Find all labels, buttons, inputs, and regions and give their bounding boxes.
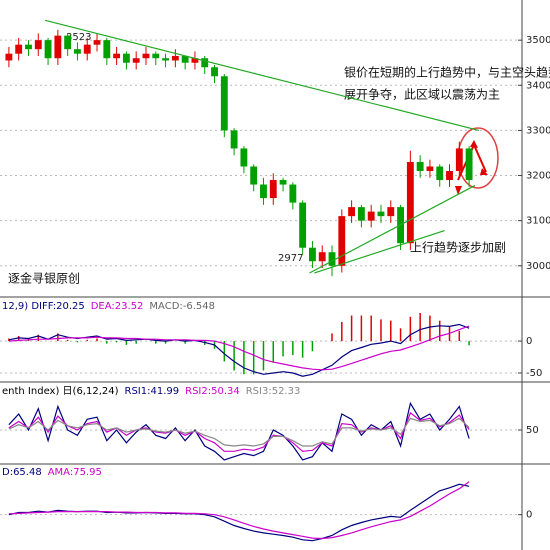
y-tick-label: 3000 bbox=[526, 261, 550, 272]
candle-body bbox=[171, 55, 179, 61]
candle-body bbox=[406, 161, 414, 244]
y-tick-label: -50 bbox=[526, 368, 542, 379]
candle-body bbox=[83, 44, 91, 54]
legend-label: AMA:75.95 bbox=[48, 467, 102, 478]
series-line bbox=[8, 481, 470, 540]
series-line bbox=[8, 417, 470, 447]
candle-body bbox=[299, 202, 307, 248]
trend-line bbox=[314, 230, 445, 274]
legend-label: RSI3:52.33 bbox=[246, 386, 301, 397]
candle-body bbox=[5, 53, 13, 61]
candle-body bbox=[93, 40, 101, 45]
candle-body bbox=[455, 148, 463, 172]
y-tick-label: 0 bbox=[526, 510, 532, 521]
candle-body bbox=[426, 166, 434, 172]
y-tick-label: 3200 bbox=[526, 171, 550, 182]
annotation: 上行趋势逐步加剧 bbox=[410, 241, 506, 255]
watermark: 逐金寻银原创 bbox=[8, 271, 80, 286]
series-line bbox=[8, 325, 470, 371]
legend-label: enth Index) 日(6,12,24) bbox=[2, 386, 119, 397]
series-line bbox=[8, 483, 470, 542]
candle-body bbox=[250, 166, 258, 185]
candle-body bbox=[338, 216, 346, 266]
candle-body bbox=[465, 148, 473, 181]
arrow-head bbox=[455, 140, 488, 195]
candle-body bbox=[416, 161, 424, 172]
candle-body bbox=[348, 207, 356, 217]
legend-label: MACD:-6.548 bbox=[149, 301, 215, 312]
candle-body bbox=[240, 148, 248, 167]
candle-body bbox=[103, 40, 111, 59]
candle-body bbox=[162, 58, 169, 61]
candle-body bbox=[181, 55, 189, 63]
high-label: 3523 bbox=[66, 32, 91, 43]
candle-body bbox=[132, 58, 140, 63]
y-tick-label: 3300 bbox=[526, 125, 550, 136]
trend-line bbox=[309, 184, 476, 274]
candle-body bbox=[54, 35, 62, 59]
candle-body bbox=[318, 252, 326, 262]
candle-body bbox=[387, 207, 395, 217]
candle-body bbox=[113, 53, 121, 59]
candle-body bbox=[279, 180, 287, 185]
highlight-circle bbox=[457, 127, 499, 189]
candle-body bbox=[289, 184, 297, 203]
candle-body bbox=[436, 166, 444, 181]
annotation: 银价在短期的上行趋势中，与主空头趋势 bbox=[344, 65, 550, 80]
legend-label: D:65.48 bbox=[2, 467, 42, 478]
candle-body bbox=[34, 40, 42, 50]
legend-label: 12,9) DIFF:20.25 bbox=[2, 301, 85, 312]
candle-body bbox=[357, 207, 365, 221]
y-tick-label: 3500 bbox=[526, 35, 550, 46]
candle-body bbox=[367, 211, 375, 221]
candle-body bbox=[260, 184, 267, 199]
candle-body bbox=[269, 180, 277, 199]
y-tick-label: 50 bbox=[526, 425, 539, 436]
trend-line bbox=[44, 19, 480, 131]
candle-body bbox=[377, 211, 385, 217]
candle-body bbox=[122, 53, 130, 63]
candle-body bbox=[220, 76, 228, 131]
y-tick-label: 3400 bbox=[526, 80, 550, 91]
candle-body bbox=[211, 67, 218, 77]
legend-label: RSI2:50.34 bbox=[185, 386, 240, 397]
candle-body bbox=[191, 58, 199, 63]
series-line bbox=[8, 401, 470, 461]
candle-body bbox=[44, 40, 52, 59]
candle-body bbox=[328, 252, 336, 266]
candle-body bbox=[230, 130, 238, 149]
candle-body bbox=[64, 35, 72, 50]
candle-body bbox=[152, 53, 160, 59]
candle-body bbox=[201, 58, 209, 68]
candle-body bbox=[309, 247, 316, 262]
candle-body bbox=[15, 44, 23, 54]
candle-body bbox=[74, 49, 81, 54]
candle-body bbox=[142, 53, 150, 59]
legend-label: RSI1:41.99 bbox=[125, 386, 180, 397]
candle-body bbox=[446, 171, 453, 181]
y-tick-label: 3100 bbox=[526, 216, 550, 227]
legend-label: DEA:23.52 bbox=[91, 301, 144, 312]
low-label: 2977 bbox=[278, 253, 303, 264]
annotation: 展开争夺，此区域以震荡为主 bbox=[344, 88, 500, 102]
candle-body bbox=[25, 44, 32, 50]
y-tick-label: 0 bbox=[526, 336, 532, 347]
